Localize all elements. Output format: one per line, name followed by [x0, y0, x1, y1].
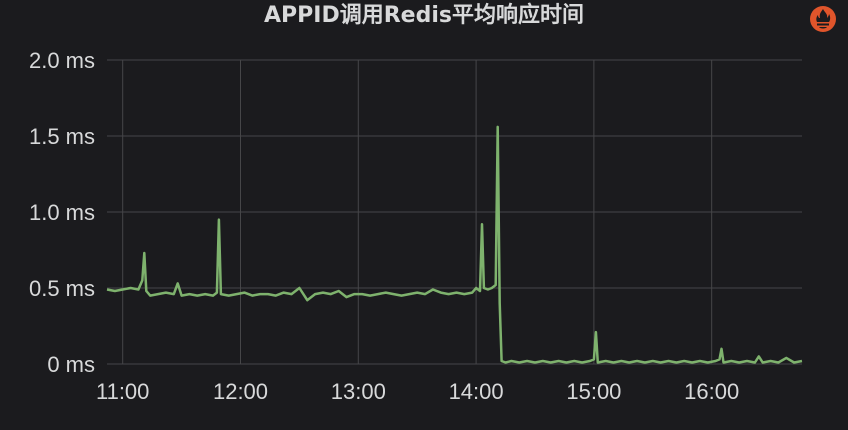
y-axis: 0 ms 0.5 ms 1.0 ms 1.5 ms 2.0 ms — [29, 48, 95, 377]
x-tick-label: 14:00 — [449, 379, 504, 404]
x-tick-label: 16:00 — [684, 379, 739, 404]
y-tick-label: 0.5 ms — [29, 276, 95, 301]
prometheus-icon[interactable] — [809, 5, 837, 33]
x-tick-label: 11:00 — [96, 379, 149, 404]
y-tick-label: 2.0 ms — [29, 48, 95, 73]
panel-title[interactable]: APPID调用Redis平均响应时间 — [264, 3, 584, 28]
y-tick-label: 0 ms — [47, 352, 95, 377]
x-axis: 11:00 12:00 13:00 14:00 15:00 16:00 — [96, 379, 739, 404]
x-tick-label: 12:00 — [213, 379, 268, 404]
y-tick-label: 1.0 ms — [29, 200, 95, 225]
y-tick-label: 1.5 ms — [29, 124, 95, 149]
grid — [107, 59, 802, 365]
x-tick-label: 15:00 — [566, 379, 621, 404]
series-layer — [106, 125, 803, 364]
series-line[interactable] — [106, 125, 803, 364]
x-tick-label: 13:00 — [331, 379, 386, 404]
